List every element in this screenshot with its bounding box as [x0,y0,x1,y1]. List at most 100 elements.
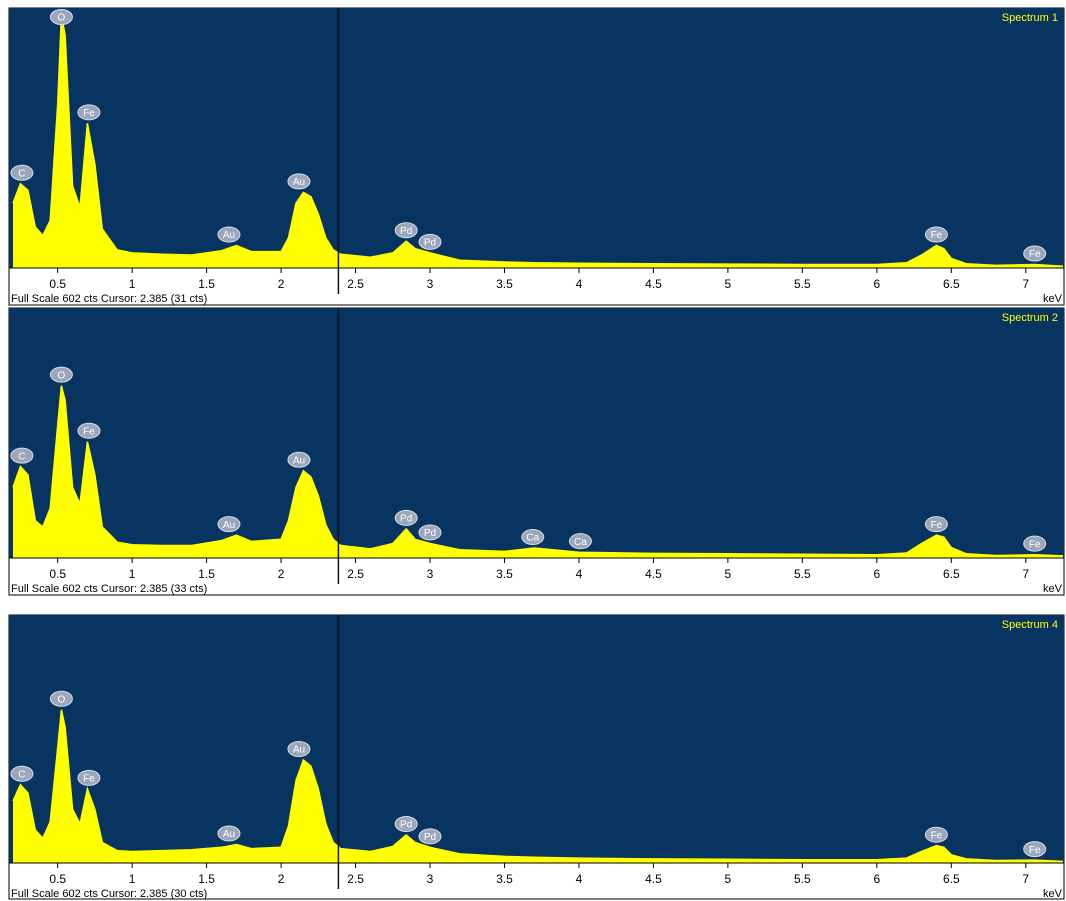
status-text: Full Scale 602 cts Cursor: 2.385 (30 cts… [11,888,207,900]
peak-label-bubble [394,509,418,526]
x-tick-label: 3.5 [496,277,513,291]
peak-label-bubble [217,516,241,533]
x-tick-label: 1.5 [198,277,215,291]
peak-label: Pd [424,238,436,249]
x-tick-label: 4 [576,277,583,291]
x-tick-label: 4 [576,567,583,581]
peak-label: Pd [400,820,412,831]
peak-label-bubble [77,104,101,121]
peak-label-bubble [418,233,442,250]
peak-label-bubble [77,769,101,786]
peak-label-bubble [1023,245,1047,262]
x-tick-label: 1.5 [198,567,215,581]
x-axis-label: keV [1043,583,1063,595]
x-tick-label: 4.5 [645,277,662,291]
x-tick-label: 4.5 [645,872,662,886]
peak-label-bubble [10,164,34,181]
spectrum-line [12,385,1064,557]
x-tick-label: 2.5 [347,872,364,886]
x-tick-label: 6.5 [943,872,960,886]
peak-label-bubble [49,690,73,707]
x-tick-label: 2.5 [347,567,364,581]
x-tick-label: 0.5 [49,872,66,886]
spectrum-title: Spectrum 2 [1002,312,1058,324]
peak-label: Fe [83,426,95,437]
peak-label: C [18,769,25,780]
x-tick-label: 6 [873,872,880,886]
x-tick-label: 7 [1022,567,1029,581]
x-tick-label: 3 [427,872,434,886]
x-tick-label: 0.5 [49,277,66,291]
x-tick-label: 2 [278,872,285,886]
peak-label-bubble [217,226,241,243]
plot-background [9,308,1064,558]
peak-label: O [57,370,65,381]
peak-label-bubble [924,516,948,533]
peak-label-bubble [418,524,442,541]
peak-label: Au [293,177,305,188]
peak-label-bubble [521,529,545,546]
status-text: Full Scale 602 cts Cursor: 2.385 (33 cts… [11,583,207,595]
peak-label: Ca [574,537,587,548]
x-tick-label: 3.5 [496,872,513,886]
peak-label: Fe [931,520,943,531]
spectrum-line [12,709,1064,863]
x-tick-label: 6.5 [943,277,960,291]
peak-label-bubble [1023,841,1047,858]
peak-label-bubble [568,533,592,550]
peak-label: O [57,694,65,705]
peak-label-bubble [49,366,73,383]
x-tick-label: 1 [129,872,136,886]
peak-label-bubble [10,447,34,464]
peak-label-bubble [287,741,311,758]
x-tick-label: 5.5 [794,872,811,886]
peak-label: Au [223,520,235,531]
x-tick-label: 5.5 [794,277,811,291]
x-tick-label: 3.5 [496,567,513,581]
x-tick-label: 6 [873,567,880,581]
x-tick-label: 1 [129,277,136,291]
peak-label: Au [223,829,235,840]
peak-label-bubble [217,825,241,842]
peak-label: O [57,13,65,24]
x-tick-label: 1.5 [198,872,215,886]
peak-label: C [18,168,25,179]
peak-label: Fe [83,108,95,119]
x-tick-label: 7 [1022,277,1029,291]
peak-label: Fe [1029,539,1041,550]
x-tick-label: 3 [427,277,434,291]
peak-label-bubble [394,815,418,832]
peak-label: Fe [1029,845,1041,856]
x-tick-label: 4 [576,872,583,886]
x-axis-label: keV [1043,888,1063,900]
x-tick-label: 3 [427,567,434,581]
x-tick-label: 5 [725,872,732,886]
peak-label-bubble [49,9,73,25]
x-tick-label: 5 [725,567,732,581]
peak-label: Pd [400,514,412,525]
peak-label-bubble [924,826,948,843]
x-tick-label: 5.5 [794,567,811,581]
status-text: Full Scale 602 cts Cursor: 2.385 (31 cts… [11,293,207,305]
x-tick-label: 2 [278,567,285,581]
spectrum-title: Spectrum 1 [1002,12,1058,24]
x-tick-label: 7 [1022,872,1029,886]
peak-label: Fe [83,773,95,784]
x-axis-label: keV [1043,293,1063,305]
peak-label: Au [293,745,305,756]
peak-label: Au [223,230,235,241]
peak-label: Pd [400,226,412,237]
peak-label-bubble [287,173,311,190]
x-tick-label: 1 [129,567,136,581]
peak-label-bubble [77,422,101,439]
x-tick-label: 2.5 [347,277,364,291]
peak-label: Fe [931,830,943,841]
peak-label: Fe [931,230,943,241]
spectrum-line [12,15,1064,268]
peak-label-bubble [924,226,948,243]
spectrum-title: Spectrum 4 [1002,619,1058,631]
peak-label: Pd [424,528,436,539]
peak-label: Fe [1029,249,1041,260]
